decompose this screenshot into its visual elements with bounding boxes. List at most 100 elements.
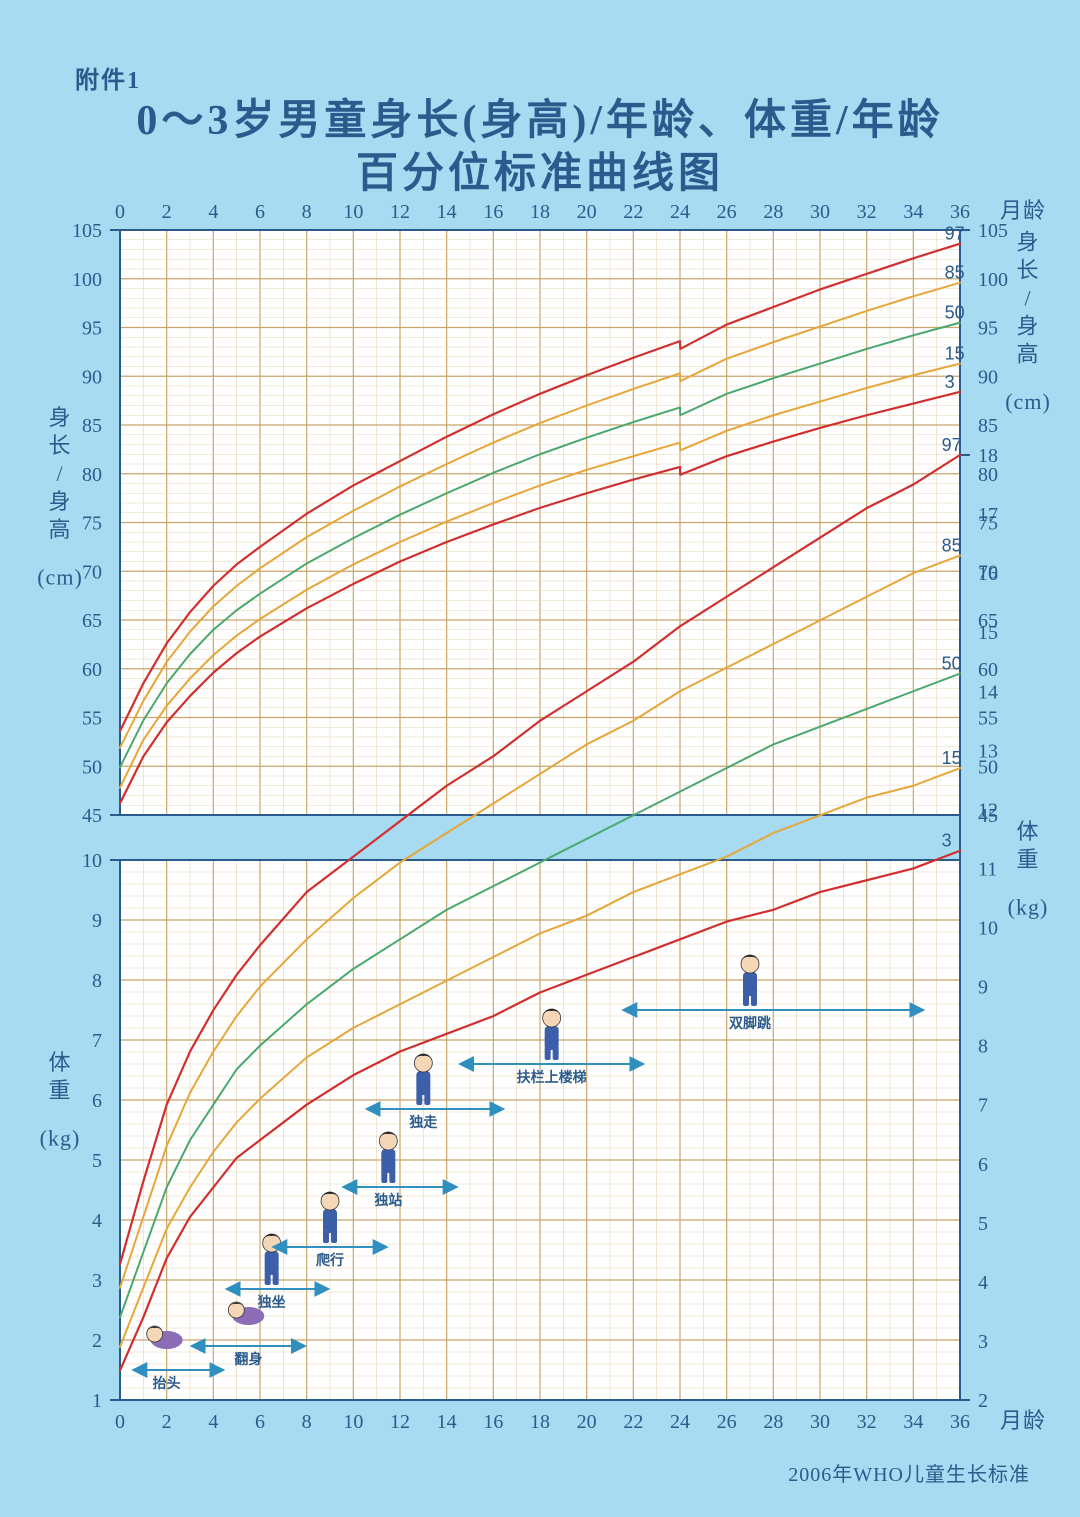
svg-text:22: 22 bbox=[623, 1411, 643, 1433]
svg-text:65: 65 bbox=[82, 610, 102, 632]
svg-text:6: 6 bbox=[255, 201, 265, 223]
svg-text:18: 18 bbox=[530, 201, 550, 223]
svg-text:/: / bbox=[56, 461, 63, 486]
svg-text:重: 重 bbox=[48, 1078, 71, 1103]
svg-text:4: 4 bbox=[208, 201, 218, 223]
svg-text:80: 80 bbox=[978, 464, 998, 486]
svg-text:28: 28 bbox=[763, 201, 783, 223]
svg-text:14: 14 bbox=[437, 1411, 457, 1433]
svg-text:97: 97 bbox=[945, 224, 965, 244]
svg-text:(cm): (cm) bbox=[37, 565, 83, 590]
svg-text:30: 30 bbox=[810, 201, 830, 223]
svg-text:60: 60 bbox=[82, 659, 102, 681]
svg-text:5: 5 bbox=[92, 1150, 102, 1172]
svg-text:12: 12 bbox=[390, 201, 410, 223]
svg-text:50: 50 bbox=[942, 654, 962, 674]
svg-text:翻身: 翻身 bbox=[234, 1351, 262, 1368]
svg-text:10: 10 bbox=[82, 850, 102, 872]
svg-text:14: 14 bbox=[978, 681, 998, 703]
svg-text:97: 97 bbox=[942, 435, 962, 455]
svg-text:105: 105 bbox=[72, 220, 102, 242]
svg-text:5: 5 bbox=[978, 1213, 988, 1235]
svg-text:6: 6 bbox=[92, 1090, 102, 1112]
svg-text:26: 26 bbox=[717, 201, 737, 223]
svg-text:18: 18 bbox=[978, 445, 998, 467]
svg-text:/: / bbox=[1024, 286, 1031, 311]
svg-text:高: 高 bbox=[48, 517, 71, 542]
svg-text:55: 55 bbox=[978, 708, 998, 730]
svg-text:60: 60 bbox=[978, 659, 998, 681]
svg-text:10: 10 bbox=[343, 201, 363, 223]
svg-text:8: 8 bbox=[302, 201, 312, 223]
svg-text:抬头: 抬头 bbox=[153, 1375, 181, 1392]
svg-text:10: 10 bbox=[343, 1411, 363, 1433]
svg-text:14: 14 bbox=[437, 201, 457, 223]
svg-text:2: 2 bbox=[162, 1411, 172, 1433]
svg-text:17: 17 bbox=[978, 504, 998, 526]
svg-text:身: 身 bbox=[1016, 230, 1039, 255]
svg-text:(kg): (kg) bbox=[40, 1126, 81, 1151]
svg-text:24: 24 bbox=[670, 1411, 690, 1433]
svg-text:50: 50 bbox=[82, 756, 102, 778]
svg-text:1: 1 bbox=[92, 1390, 102, 1412]
svg-text:6: 6 bbox=[255, 1411, 265, 1433]
svg-text:16: 16 bbox=[978, 563, 998, 585]
svg-text:3: 3 bbox=[92, 1270, 102, 1292]
svg-text:100: 100 bbox=[978, 269, 1008, 291]
svg-text:70: 70 bbox=[82, 561, 102, 583]
svg-text:6: 6 bbox=[978, 1154, 988, 1176]
chart-svg: 024681012141618202224262830323436月龄02468… bbox=[0, 0, 1080, 1517]
svg-text:身: 身 bbox=[48, 405, 71, 430]
svg-text:80: 80 bbox=[82, 464, 102, 486]
svg-text:独走: 独走 bbox=[409, 1114, 438, 1131]
svg-text:7: 7 bbox=[92, 1030, 102, 1052]
svg-text:90: 90 bbox=[978, 366, 998, 388]
svg-text:15: 15 bbox=[945, 344, 965, 364]
svg-text:高: 高 bbox=[1016, 342, 1039, 367]
svg-text:13: 13 bbox=[978, 740, 998, 762]
svg-text:16: 16 bbox=[483, 1411, 503, 1433]
svg-text:9: 9 bbox=[978, 977, 988, 999]
svg-text:月龄: 月龄 bbox=[1000, 1408, 1046, 1433]
svg-text:20: 20 bbox=[577, 201, 597, 223]
svg-text:8: 8 bbox=[92, 970, 102, 992]
svg-text:18: 18 bbox=[530, 1411, 550, 1433]
svg-text:3: 3 bbox=[978, 1331, 988, 1353]
svg-text:9: 9 bbox=[92, 910, 102, 932]
svg-text:85: 85 bbox=[978, 415, 998, 437]
svg-text:体: 体 bbox=[48, 1050, 71, 1075]
svg-text:34: 34 bbox=[903, 201, 923, 223]
svg-text:10: 10 bbox=[978, 918, 998, 940]
svg-text:双脚跳: 双脚跳 bbox=[729, 1015, 771, 1032]
footer-source: 2006年WHO儿童生长标准 bbox=[788, 1458, 1030, 1487]
svg-text:独坐: 独坐 bbox=[258, 1294, 286, 1311]
svg-text:105: 105 bbox=[978, 220, 1008, 242]
growth-chart-page: 附件1 0～3岁男童身长(身高)/年龄、体重/年龄 百分位标准曲线图 02468… bbox=[0, 0, 1080, 1517]
svg-text:55: 55 bbox=[82, 708, 102, 730]
svg-text:7: 7 bbox=[978, 1095, 988, 1117]
svg-text:0: 0 bbox=[115, 1411, 125, 1433]
svg-text:2: 2 bbox=[162, 201, 172, 223]
svg-text:扶栏上楼梯: 扶栏上楼梯 bbox=[517, 1069, 587, 1086]
svg-text:12: 12 bbox=[390, 1411, 410, 1433]
svg-text:100: 100 bbox=[72, 269, 102, 291]
svg-text:12: 12 bbox=[978, 799, 998, 821]
svg-text:4: 4 bbox=[92, 1210, 102, 1232]
svg-text:4: 4 bbox=[978, 1272, 988, 1294]
svg-text:身: 身 bbox=[48, 489, 71, 514]
svg-text:90: 90 bbox=[82, 366, 102, 388]
svg-text:26: 26 bbox=[717, 1411, 737, 1433]
svg-text:独站: 独站 bbox=[374, 1192, 402, 1209]
svg-text:身: 身 bbox=[1016, 314, 1039, 339]
svg-text:20: 20 bbox=[577, 1411, 597, 1433]
svg-text:85: 85 bbox=[942, 535, 962, 555]
svg-text:24: 24 bbox=[670, 201, 690, 223]
svg-text:15: 15 bbox=[978, 622, 998, 644]
svg-text:16: 16 bbox=[483, 201, 503, 223]
svg-text:75: 75 bbox=[82, 513, 102, 535]
svg-text:45: 45 bbox=[82, 805, 102, 827]
svg-text:(cm): (cm) bbox=[1005, 389, 1051, 414]
svg-text:32: 32 bbox=[857, 1411, 877, 1433]
svg-text:28: 28 bbox=[763, 1411, 783, 1433]
svg-text:30: 30 bbox=[810, 1411, 830, 1433]
